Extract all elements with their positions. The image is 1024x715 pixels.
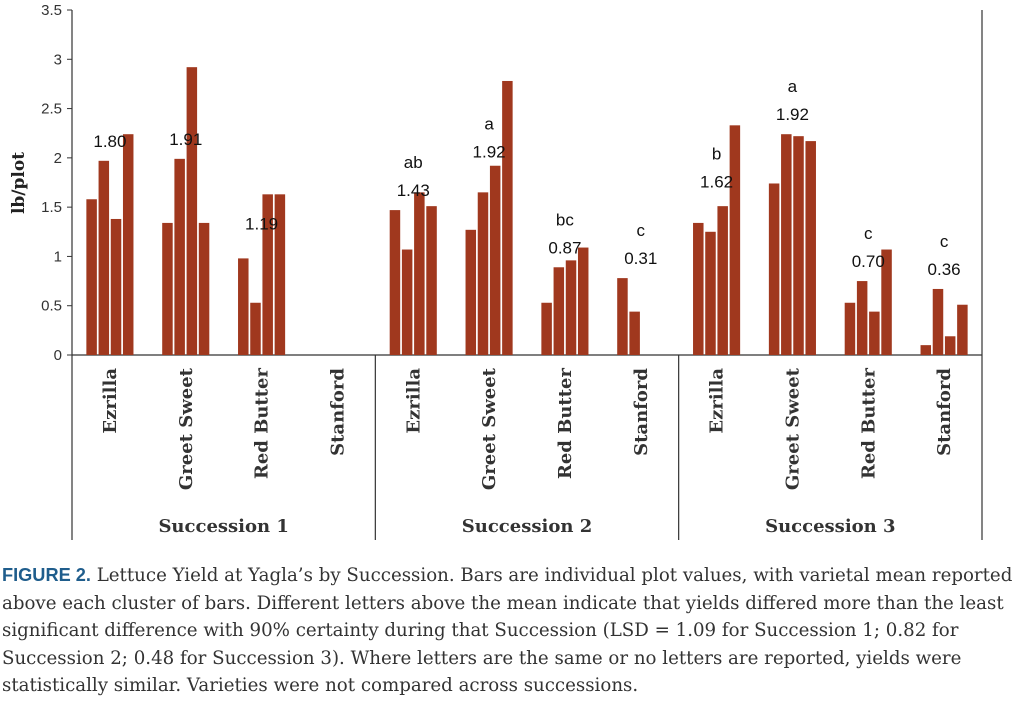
succession-label: Succession 3 — [765, 516, 895, 537]
variety-label: Stanford — [631, 368, 652, 456]
significance-letter: bc — [556, 210, 574, 229]
mean-label: 0.36 — [928, 260, 961, 279]
plot-bar — [98, 160, 110, 355]
plot-bar — [122, 134, 134, 355]
figure-caption: FIGURE 2. Lettuce Yield at Yagla’s by Su… — [2, 562, 1022, 700]
plot-bar — [414, 192, 425, 355]
figure-label: FIGURE 2. — [2, 565, 91, 585]
plot-bar — [86, 199, 97, 355]
variety-label: Greet Sweet — [176, 367, 197, 490]
y-tick-label: 1.5 — [41, 199, 62, 216]
significance-letter: a — [484, 115, 494, 134]
significance-letter: c — [864, 224, 873, 243]
plot-bar — [477, 192, 489, 355]
lettuce-yield-chart: 0 0.5 1 1.5 2 2.5 3 3.5 Succession 1 1.80 Ezrilla 1… — [9, 2, 983, 540]
plot-bar — [565, 260, 577, 355]
plot-bar — [238, 258, 249, 355]
mean-label: 1.92 — [473, 143, 506, 162]
plot-bar — [768, 183, 780, 355]
variety-label: Ezrilla — [403, 368, 424, 434]
variety-label: Stanford — [934, 368, 955, 456]
plot-bar — [465, 229, 477, 355]
plot-bar — [186, 67, 198, 356]
plot-bar — [957, 304, 968, 355]
mean-label: 0.70 — [852, 252, 885, 271]
y-tick-label: 0 — [54, 347, 62, 364]
plot-bar — [944, 336, 956, 355]
plot-bar — [110, 218, 122, 355]
variety-label: Red Butter — [858, 367, 879, 479]
y-tick-label: 3.5 — [41, 2, 62, 19]
plot-bar — [401, 249, 413, 355]
plot-bar — [274, 194, 286, 355]
significance-letter: c — [940, 232, 949, 251]
y-tick-label: 2.5 — [41, 101, 62, 118]
plot-bar — [502, 80, 513, 355]
mean-label: 0.31 — [624, 249, 657, 268]
mean-label: 1.92 — [776, 105, 809, 124]
plot-bar — [805, 141, 816, 355]
succession-label: Succession 2 — [462, 516, 592, 537]
chart-axes — [67, 9, 983, 540]
plot-bar — [856, 281, 868, 355]
caption-text: Lettuce Yield at Yagla’s by Succession. … — [2, 565, 1013, 697]
chart-labels: 0 0.5 1 1.5 2 2.5 3 3.5 Succession 1 1.80 Ezrilla 1… — [41, 2, 960, 537]
plot-bar — [717, 206, 728, 355]
variety-label: Greet Sweet — [782, 367, 803, 490]
variety-label: Ezrilla — [100, 368, 121, 434]
plot-bar — [881, 249, 892, 355]
chart-bars — [86, 67, 968, 356]
plot-bar — [869, 311, 880, 355]
plot-bar — [920, 345, 932, 355]
mean-label: 1.43 — [397, 181, 430, 200]
significance-letter: a — [788, 77, 798, 96]
plot-bar — [426, 206, 437, 355]
plot-bar — [553, 267, 565, 355]
mean-label: 1.19 — [245, 215, 278, 234]
variety-label: Red Butter — [555, 367, 576, 479]
plot-bar — [577, 247, 589, 355]
mean-label: 1.91 — [169, 130, 202, 149]
plot-bar — [629, 311, 640, 355]
y-axis-label: lb/plot — [9, 152, 29, 214]
plot-bar — [932, 288, 944, 355]
plot-bar — [162, 222, 173, 355]
succession-label: Succession 1 — [158, 516, 288, 537]
plot-bar — [793, 136, 804, 355]
plot-bar — [617, 278, 628, 355]
significance-letter: c — [637, 221, 646, 240]
variety-label: Ezrilla — [707, 368, 728, 434]
y-tick-label: 2 — [54, 150, 62, 167]
plot-bar — [541, 302, 552, 355]
plot-bar — [693, 222, 704, 355]
variety-label: Greet Sweet — [479, 367, 500, 490]
variety-label: Red Butter — [252, 367, 273, 479]
y-tick-label: 0.5 — [41, 298, 62, 315]
y-tick-label: 1 — [54, 248, 62, 265]
plot-bar — [781, 134, 792, 355]
plot-bar — [844, 302, 856, 355]
plot-bar — [729, 125, 741, 355]
variety-label: Stanford — [327, 368, 348, 456]
plot-bar — [174, 158, 185, 355]
significance-letter: ab — [404, 153, 423, 172]
mean-label: 1.80 — [93, 132, 126, 151]
significance-letter: b — [712, 144, 721, 163]
y-tick-label: 3 — [54, 51, 62, 68]
plot-bar — [389, 210, 401, 355]
plot-bar — [489, 165, 501, 355]
plot-bar — [705, 231, 716, 355]
plot-bar — [250, 302, 261, 355]
mean-label: 0.87 — [548, 238, 581, 257]
mean-label: 1.62 — [700, 172, 733, 191]
plot-bar — [198, 222, 210, 355]
plot-bar — [262, 194, 273, 355]
